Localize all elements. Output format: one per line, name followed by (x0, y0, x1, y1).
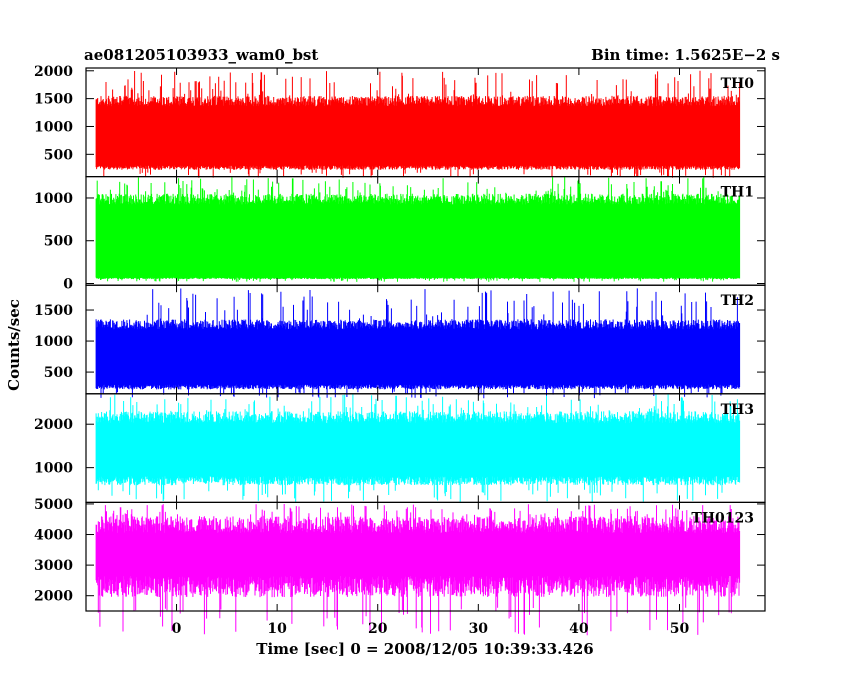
y-tick-label: 1500 (34, 303, 73, 319)
y-tick-label: 1000 (34, 461, 73, 477)
panel-th3: 1000 2000 TH3 (34, 393, 766, 503)
panel-th2: 500 1000 1500 TH2 (34, 284, 766, 399)
y-tick-label: 1000 (34, 334, 73, 350)
x-tick-label: 40 (569, 621, 589, 637)
chart-title: ae081205103933_wam0_bst (84, 46, 318, 64)
signal-core-th1 (96, 212, 740, 260)
y-tick-label: 4000 (34, 528, 73, 544)
x-axis-label: Time [sec] 0 = 2008/12/05 10:39:33.426 (256, 640, 593, 658)
y-tick-label: 1000 (34, 119, 73, 135)
panel-th1: 0 500 1000 TH1 (34, 176, 766, 292)
panel-label: TH3 (721, 402, 754, 418)
signal-core-th3 (96, 428, 740, 467)
y-tick-label: 1500 (34, 92, 73, 108)
signal-core-th0123 (96, 534, 740, 573)
signal-core-th2 (96, 336, 740, 374)
panel-label: TH1 (721, 185, 754, 201)
y-tick-label: 500 (44, 234, 73, 250)
y-tick-label: 2000 (34, 417, 73, 433)
y-tick-label: 500 (44, 147, 73, 163)
x-tick-label: 20 (368, 621, 388, 637)
y-tick-label: 500 (44, 365, 73, 381)
x-tick-label: 0 (172, 621, 182, 637)
y-tick-label: 0 (63, 276, 73, 292)
x-tick-label: 50 (670, 621, 690, 637)
panel-th0123: 2000 3000 4000 5000 TH0123 (34, 497, 766, 636)
panel-label: TH0 (721, 76, 755, 92)
x-tick-label: 30 (469, 621, 489, 637)
y-axis-label: Counts/sec (5, 299, 23, 391)
panel-label: TH2 (721, 293, 754, 309)
panel-th0: 500 1000 1500 2000 TH0 (34, 64, 766, 178)
y-tick-label: 2000 (34, 589, 73, 605)
bin-time-label: Bin time: 1.5625E−2 s (591, 46, 780, 64)
signal-core-th0 (96, 114, 740, 155)
y-tick-label: 5000 (34, 497, 73, 513)
y-tick-label: 1000 (34, 191, 73, 207)
panel-label: TH0123 (691, 510, 754, 526)
panel-frame (85, 501, 766, 612)
y-tick-label: 2000 (34, 64, 73, 80)
x-tick-label: 10 (267, 621, 287, 637)
y-tick-label: 3000 (34, 558, 73, 574)
